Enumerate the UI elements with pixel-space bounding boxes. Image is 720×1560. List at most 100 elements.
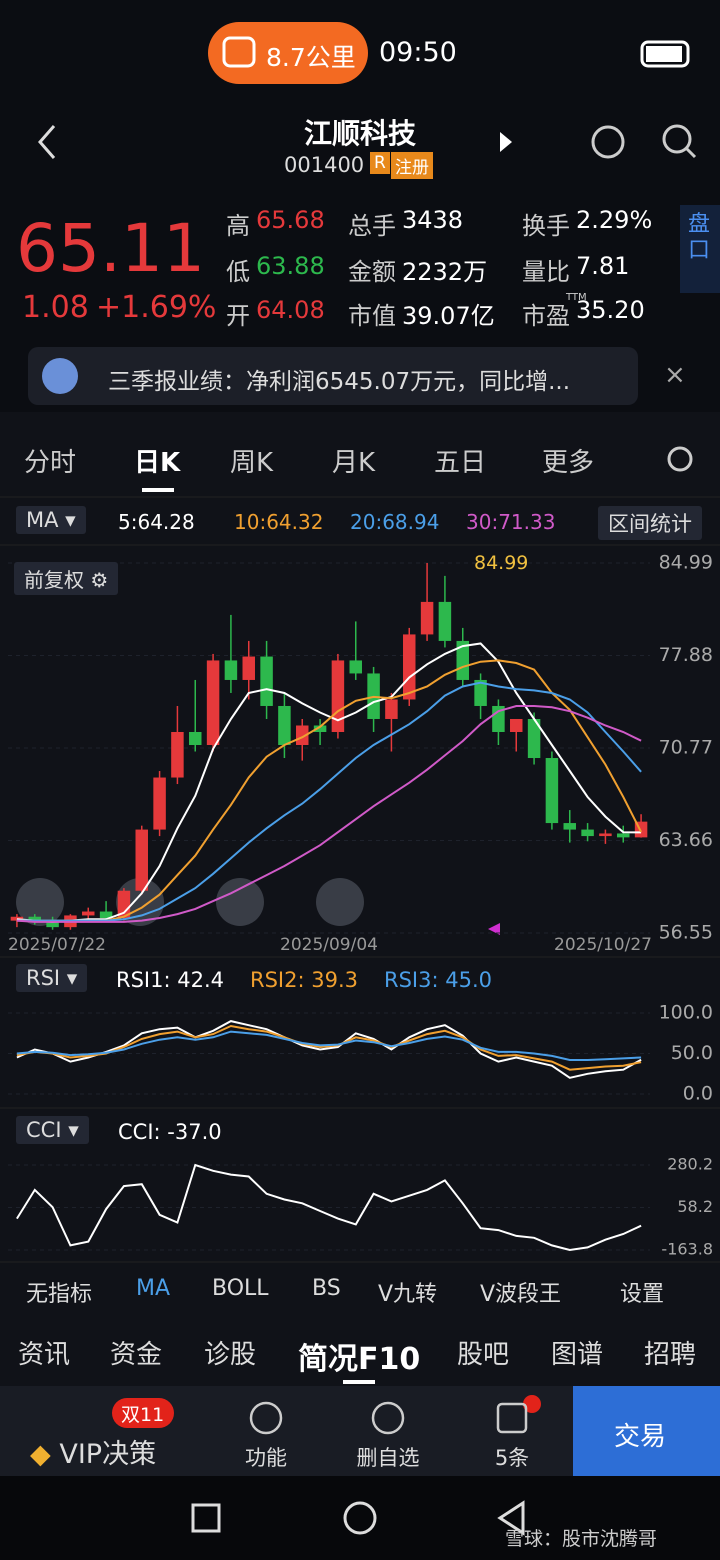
adjust-button[interactable]: 前复权 ⚙ xyxy=(14,562,119,595)
stat-label: 高 xyxy=(226,212,250,240)
stat-value: 64.08 xyxy=(256,296,325,324)
tab[interactable]: 周K xyxy=(230,448,274,478)
range-button[interactable]: 区间统计 xyxy=(598,506,702,540)
clock: 09:50 xyxy=(379,37,457,68)
nav-item[interactable]: 功能 xyxy=(245,1446,287,1470)
y-tick-label: 0.0 xyxy=(683,1083,713,1105)
next-icon[interactable] xyxy=(500,132,512,152)
candle-body xyxy=(563,823,576,830)
selector-text: CCI xyxy=(26,1118,62,1142)
back-icon[interactable] xyxy=(38,125,56,159)
candle-body xyxy=(278,705,291,746)
trade-text[interactable]: 交易 xyxy=(614,1422,667,1452)
indicator[interactable]: BOLL xyxy=(212,1276,269,1301)
stat-value: 3438 xyxy=(402,206,464,234)
stat-value: 65.68 xyxy=(256,206,325,234)
candle-body xyxy=(28,916,41,922)
stat-value: 7.81 xyxy=(576,252,630,280)
bottom-tab[interactable]: 股吧 xyxy=(457,1340,510,1370)
date-label: 2025/09/04 xyxy=(280,935,378,955)
candle-body xyxy=(10,916,24,921)
candle-body xyxy=(599,833,612,837)
indicator[interactable]: BS xyxy=(312,1276,341,1301)
candle-body xyxy=(224,660,238,680)
y-tick-label: 280.2 xyxy=(667,1155,713,1174)
ma-value: 10:64.32 xyxy=(234,510,324,534)
y-tick-label: 100.0 xyxy=(659,1002,713,1024)
cci-selector[interactable]: CCI ▾ xyxy=(16,1116,89,1144)
pill-icon xyxy=(222,36,256,68)
news-icon xyxy=(42,358,78,394)
back-button[interactable] xyxy=(497,1500,525,1536)
settings-icon[interactable] xyxy=(667,446,693,472)
stock-name: 江顺科技 xyxy=(303,117,416,150)
side-button-bg[interactable] xyxy=(680,205,720,293)
price: 65.11 xyxy=(16,210,205,287)
recents-button[interactable] xyxy=(191,1503,221,1533)
tab[interactable]: 五日 xyxy=(434,448,487,478)
y-tick-label: -163.8 xyxy=(661,1240,713,1259)
refresh-icon[interactable] xyxy=(591,125,625,159)
stat-value: 35.20 xyxy=(576,296,645,324)
remove-icon[interactable] xyxy=(371,1401,405,1435)
bottom-tab[interactable]: 图谱 xyxy=(551,1340,604,1370)
candle-body xyxy=(206,660,220,746)
indicator[interactable]: MA xyxy=(136,1276,171,1301)
indicator[interactable]: 无指标 xyxy=(26,1282,93,1307)
nav-item[interactable]: 删自选 xyxy=(356,1446,420,1470)
indicator[interactable]: V九转 xyxy=(378,1282,438,1307)
close-icon[interactable]: × xyxy=(664,360,686,390)
ma-value: 30:71.33 xyxy=(466,510,556,534)
zoom-button[interactable] xyxy=(16,878,64,926)
message-icon[interactable] xyxy=(496,1402,528,1434)
tab[interactable]: 日K xyxy=(134,448,181,478)
zoom-button[interactable] xyxy=(216,878,264,926)
function-icon[interactable] xyxy=(249,1401,283,1435)
bottom-tab[interactable]: 简况F10 xyxy=(298,1342,421,1377)
indicator[interactable]: V波段王 xyxy=(480,1282,562,1307)
nav-pill-text: 8.7公里 xyxy=(266,43,356,72)
ma-selector[interactable]: MA ▾ xyxy=(16,506,86,534)
date-label: 2025/07/22 xyxy=(8,935,106,955)
change-pct: +1.69% xyxy=(96,290,217,325)
y-tick-label: 77.88 xyxy=(659,644,713,666)
stat-value: 63.88 xyxy=(256,252,325,280)
bottom-tab[interactable]: 诊股 xyxy=(204,1340,257,1370)
candle-body xyxy=(260,656,273,706)
rsi-selector[interactable]: RSI ▾ xyxy=(16,964,88,992)
tab[interactable]: 分时 xyxy=(24,448,77,478)
ma-line xyxy=(16,642,642,923)
bottom-tab[interactable]: 资金 xyxy=(110,1340,163,1370)
tab[interactable]: 更多 xyxy=(542,448,595,478)
trade-button[interactable] xyxy=(573,1386,720,1476)
candle-body xyxy=(153,777,166,830)
bottom-tab[interactable]: 资讯 xyxy=(18,1340,71,1370)
stat-label: 总手 xyxy=(348,212,396,240)
battery xyxy=(640,40,690,68)
tab[interactable]: 月K xyxy=(332,448,376,478)
home-button[interactable] xyxy=(343,1501,377,1535)
indicator[interactable]: 设置 xyxy=(620,1282,665,1307)
candle-body xyxy=(527,718,541,759)
nav-item[interactable]: 5条 xyxy=(494,1446,530,1470)
zoom-button[interactable] xyxy=(316,878,364,926)
stat-label: 开 xyxy=(226,302,250,330)
candle-body xyxy=(545,758,559,824)
adjust-text: 前复权 xyxy=(24,568,84,592)
y-tick-label: 63.66 xyxy=(659,829,713,851)
news-bg[interactable] xyxy=(28,347,638,405)
stat-label: 低 xyxy=(226,258,250,286)
side-button-text[interactable]: 盘口 xyxy=(688,212,711,263)
y-tick-label: 84.99 xyxy=(659,552,713,574)
panel-bg xyxy=(0,412,720,1472)
notice-dot xyxy=(523,1395,541,1413)
news-text[interactable]: 三季报业绩：净利润6545.07万元，同比增... xyxy=(108,369,571,395)
bottom-tab[interactable]: 招聘 xyxy=(644,1340,697,1370)
vip-button[interactable]: ◆ VIP决策 xyxy=(30,1432,156,1471)
candle-body xyxy=(313,725,327,732)
y-tick-label: 56.55 xyxy=(659,922,713,944)
selector-text: RSI xyxy=(26,966,61,990)
ma-value: 5:64.28 xyxy=(118,510,195,534)
search-icon[interactable] xyxy=(662,124,692,154)
